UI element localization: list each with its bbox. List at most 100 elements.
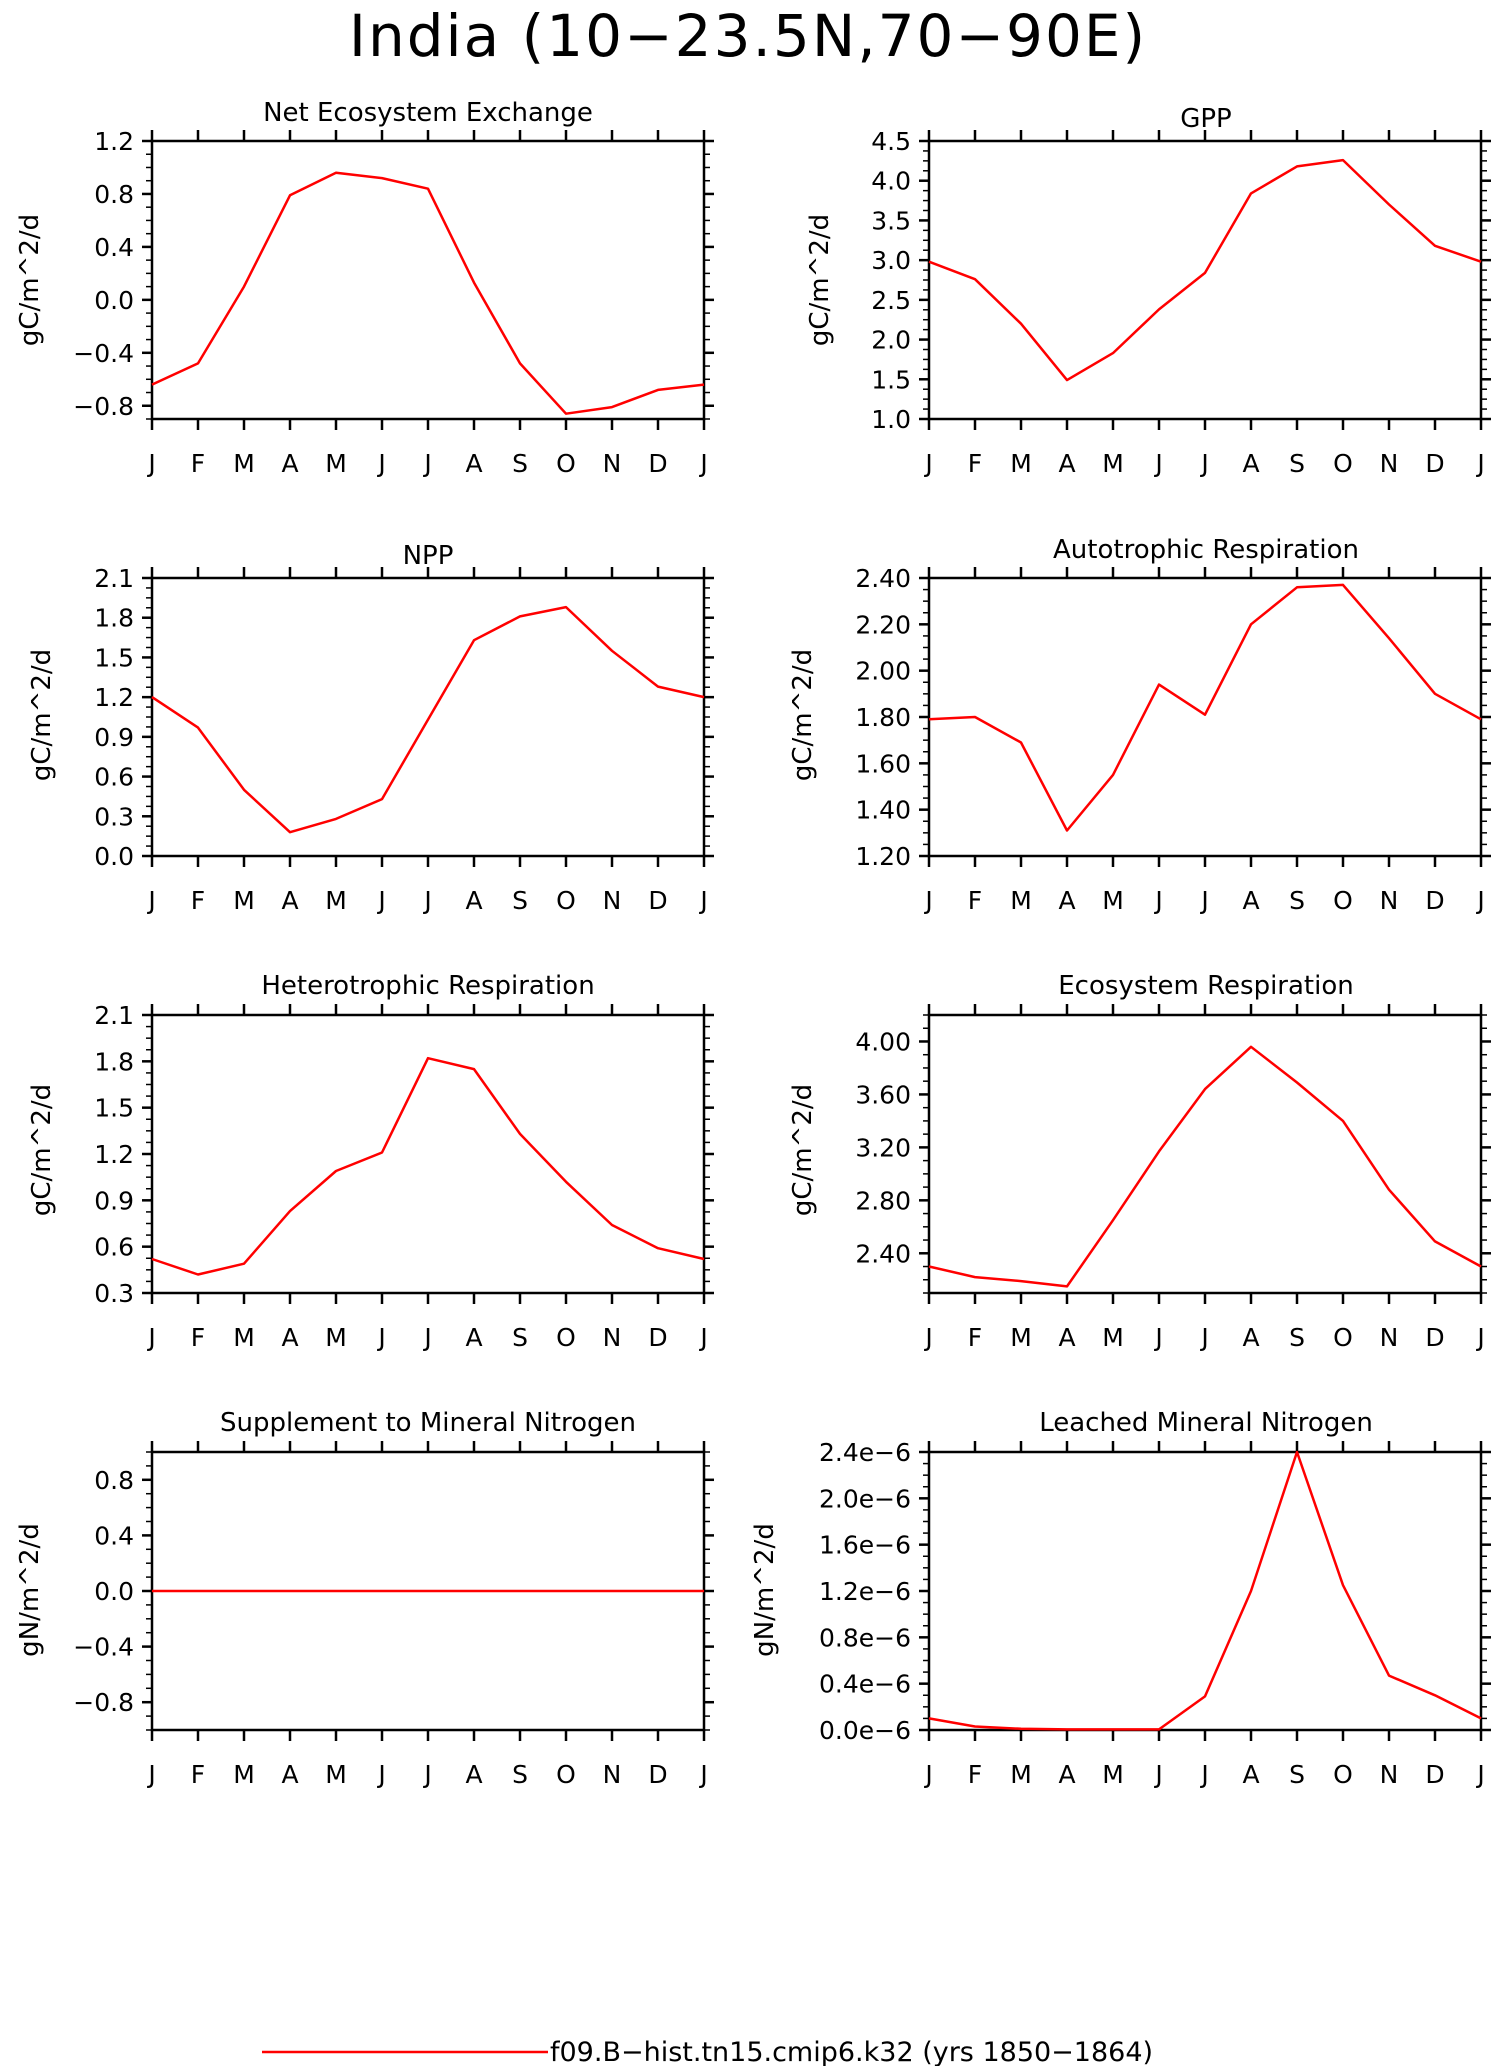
x-tick-label: F xyxy=(968,886,982,915)
x-tick-label: M xyxy=(325,886,347,915)
x-tick-label: M xyxy=(1102,449,1124,478)
figure-title: India (10−23.5N,70−90E) xyxy=(349,2,1147,70)
y-tick-label: 0.3 xyxy=(94,1279,134,1308)
y-axis-label: gC/m^2/d xyxy=(788,649,818,781)
x-tick-label: J xyxy=(1475,886,1484,915)
x-tick-label: A xyxy=(465,1323,482,1352)
panel-gpp: GPP gC/m^2/d xyxy=(805,104,1232,346)
panel-net-ecosystem-exchange: Net Ecosystem Exchange gC/m^2/d xyxy=(15,98,593,346)
panel-plot-2: J F M A M J J A S O N D J1.01.52.02.53.03.54.04.5 xyxy=(871,127,1491,478)
x-tick-label: J xyxy=(1153,449,1162,478)
panel-supplement-to-mineral-nitrogen: Supplement to Mineral Nitrogen gN/m^2/d xyxy=(15,1408,636,1657)
y-tick-label: 1.2e−6 xyxy=(819,1577,911,1606)
y-tick-label: 0.0 xyxy=(94,842,134,871)
y-tick-label: 0.0 xyxy=(94,1577,134,1606)
y-tick-label: 2.4e−6 xyxy=(819,1438,911,1467)
x-tick-label: J xyxy=(1475,1760,1484,1789)
y-tick-label: 2.80 xyxy=(855,1186,911,1215)
y-axis-label: gN/m^2/d xyxy=(15,1523,45,1657)
y-tick-label: 0.6 xyxy=(94,763,134,792)
x-tick-label: M xyxy=(325,1323,347,1352)
y-axis-label: gC/m^2/d xyxy=(27,649,57,781)
plot-frame xyxy=(150,1013,706,1295)
x-tick-label: A xyxy=(465,886,482,915)
x-tick-label: J xyxy=(376,449,385,478)
x-tick-label: J xyxy=(146,1760,155,1789)
x-tick-label: S xyxy=(512,1760,528,1789)
x-tick-label: A xyxy=(281,1760,298,1789)
x-tick-label: J xyxy=(376,1323,385,1352)
x-tick-label: A xyxy=(1058,1760,1075,1789)
x-tick-label: O xyxy=(1333,886,1353,915)
x-tick-label: F xyxy=(968,1760,982,1789)
x-tick-label: J xyxy=(698,1323,707,1352)
x-tick-label: F xyxy=(191,886,205,915)
x-tick-label: J xyxy=(923,449,932,478)
panel-title: Leached Mineral Nitrogen xyxy=(1039,1408,1373,1438)
x-tick-label: J xyxy=(1153,1760,1162,1789)
x-tick-label: A xyxy=(281,886,298,915)
x-tick-label: N xyxy=(603,1323,622,1352)
y-tick-label: 0.3 xyxy=(94,802,134,831)
x-tick-label: A xyxy=(1242,1760,1259,1789)
x-tick-label: F xyxy=(191,1323,205,1352)
plot-frame xyxy=(927,576,1483,858)
x-tick-label: S xyxy=(1289,1323,1305,1352)
x-tick-label: A xyxy=(465,449,482,478)
panel-title: GPP xyxy=(1180,104,1232,134)
y-tick-label: 0.9 xyxy=(94,1186,134,1215)
y-tick-label: −0.8 xyxy=(73,1688,134,1717)
panel-autotrophic-respiration: Autotrophic Respiration gC/m^2/d xyxy=(788,535,1359,781)
x-tick-label: O xyxy=(556,1323,576,1352)
x-tick-label: F xyxy=(191,1760,205,1789)
plot-frame xyxy=(927,1450,1483,1732)
x-tick-label: J xyxy=(1153,1323,1162,1352)
panel-npp: NPP gC/m^2/d xyxy=(27,541,453,781)
x-tick-label: J xyxy=(1199,449,1208,478)
y-tick-label: 3.60 xyxy=(855,1080,911,1109)
y-tick-label: 0.0e−6 xyxy=(819,1716,911,1745)
plot-frame xyxy=(927,1013,1483,1295)
panel-plot-7: J F M A M J J A S O N D J−0.8−0.40.00.40.8 xyxy=(73,1441,714,1789)
y-tick-label: 1.2 xyxy=(94,683,134,712)
y-tick-label: 1.0 xyxy=(871,405,911,434)
panel-plot-3: J F M A M J J A S O N D J0.00.30.60.91.21.51.82.1 xyxy=(94,564,714,915)
x-tick-label: J xyxy=(376,886,385,915)
x-tick-label: S xyxy=(512,449,528,478)
x-tick-label: M xyxy=(1010,449,1032,478)
x-tick-label: J xyxy=(422,449,431,478)
y-tick-label: −0.4 xyxy=(73,1633,134,1662)
x-tick-label: N xyxy=(603,449,622,478)
x-tick-label: M xyxy=(233,449,255,478)
panel-title: Supplement to Mineral Nitrogen xyxy=(220,1408,636,1438)
y-tick-label: 0.0 xyxy=(94,286,134,315)
panel-title: Net Ecosystem Exchange xyxy=(263,98,593,128)
y-tick-label: 0.4 xyxy=(94,233,134,262)
x-tick-label: N xyxy=(1380,1323,1399,1352)
y-tick-label: 0.8 xyxy=(94,180,134,209)
y-tick-label: 3.20 xyxy=(855,1133,911,1162)
x-tick-label: N xyxy=(1380,1760,1399,1789)
y-axis-label: gC/m^2/d xyxy=(805,214,835,346)
x-tick-label: M xyxy=(1102,1323,1124,1352)
y-tick-label: 1.60 xyxy=(855,749,911,778)
y-axis-label: gN/m^2/d xyxy=(750,1523,780,1657)
y-tick-label: 2.40 xyxy=(855,1239,911,1268)
y-tick-label: 0.9 xyxy=(94,723,134,752)
x-tick-label: A xyxy=(465,1760,482,1789)
x-tick-label: D xyxy=(648,1323,667,1352)
plot-frame xyxy=(927,139,1483,421)
y-tick-label: 1.6e−6 xyxy=(819,1531,911,1560)
x-tick-label: F xyxy=(968,449,982,478)
panel-ecosystem-respiration: Ecosystem Respiration gC/m^2/d xyxy=(788,971,1354,1216)
x-tick-label: J xyxy=(923,1323,932,1352)
y-tick-label: 1.8 xyxy=(94,1047,134,1076)
x-tick-label: J xyxy=(698,1760,707,1789)
x-tick-label: S xyxy=(1289,886,1305,915)
x-tick-label: N xyxy=(1380,886,1399,915)
data-series-line xyxy=(151,1056,705,1276)
y-tick-label: 0.4e−6 xyxy=(819,1670,911,1699)
x-tick-label: J xyxy=(1199,1323,1208,1352)
panel-title: Ecosystem Respiration xyxy=(1058,971,1353,1001)
x-tick-label: N xyxy=(1380,449,1399,478)
